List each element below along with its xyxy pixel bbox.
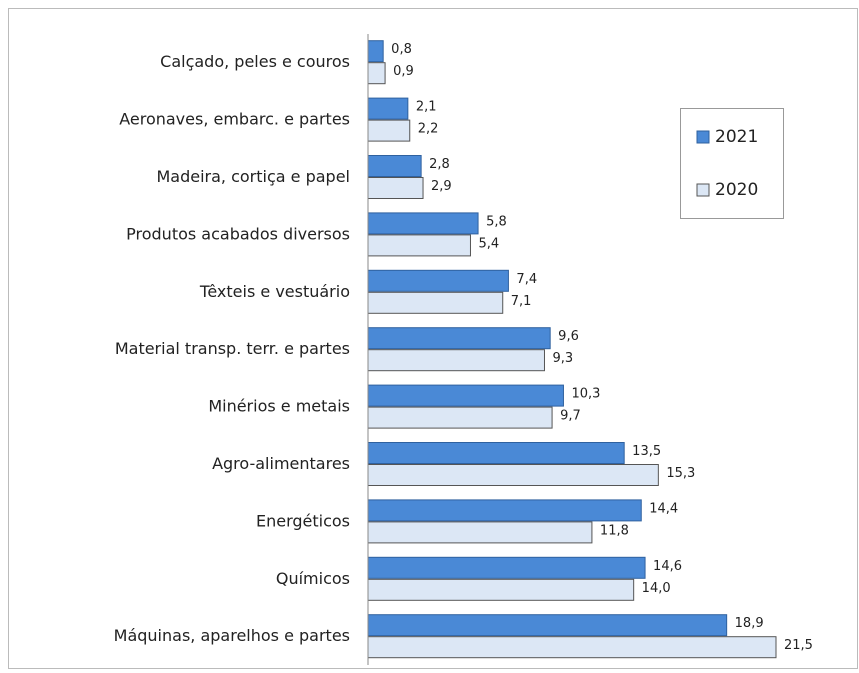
bar [367,499,642,522]
y-tick-label: Material transp. terr. e partes [115,339,350,358]
bar [367,40,384,63]
legend-swatch [696,130,710,144]
bar [367,177,424,199]
bar [367,614,728,637]
y-tick-label: Calçado, peles e couros [160,52,350,71]
legend-swatch [696,183,710,197]
bar [367,406,553,429]
y-tick-label: Máquinas, aparelhos e partes [114,626,350,645]
value-label: 13,5 [632,444,661,459]
bar [367,556,646,579]
value-label: 11,8 [600,523,629,538]
bar [367,97,409,120]
bar [367,119,411,142]
y-tick-label: Aeronaves, embarc. e partes [119,110,350,129]
bar [367,269,509,292]
bar [367,464,659,486]
bar [367,327,551,350]
y-tick-label: Agro-alimentares [212,454,350,473]
bar [367,442,625,464]
y-tick-label: Madeira, cortiça e papel [156,167,350,186]
value-label: 14,0 [642,581,671,596]
value-label: 2,8 [429,157,450,172]
value-label: 2,9 [431,179,452,194]
value-label: 5,8 [486,214,507,229]
y-tick-label: Químicos [276,569,350,588]
legend-box [680,108,784,219]
bar [367,384,564,407]
value-label: 9,3 [552,351,573,366]
bar [367,212,479,235]
legend-label: 2020 [715,180,758,200]
value-label: 14,4 [649,501,678,516]
y-tick-label: Têxteis e vestuário [199,282,350,301]
y-tick-label: Energéticos [256,511,350,530]
bar [367,636,777,659]
bar [367,291,504,314]
value-label: 9,6 [558,329,579,344]
value-label: 7,1 [511,294,532,309]
value-label: 2,2 [418,122,439,137]
value-label: 0,8 [391,42,412,57]
value-label: 7,4 [516,272,537,287]
bar [367,155,422,177]
legend-label: 2021 [715,127,758,147]
bar [367,578,635,601]
bar [367,62,386,85]
value-label: 0,9 [393,64,414,79]
bar [367,349,545,372]
y-tick-label: Minérios e metais [208,397,350,416]
value-label: 15,3 [666,466,695,481]
value-label: 10,3 [571,387,600,402]
y-tick-label: Produtos acabados diversos [126,224,350,243]
value-label: 14,6 [653,559,682,574]
value-label: 9,7 [560,409,581,424]
value-label: 2,1 [416,100,437,115]
value-label: 18,9 [735,616,764,631]
value-label: 5,4 [478,236,499,251]
bar [367,521,593,544]
bar [367,234,471,257]
value-label: 21,5 [784,638,813,653]
